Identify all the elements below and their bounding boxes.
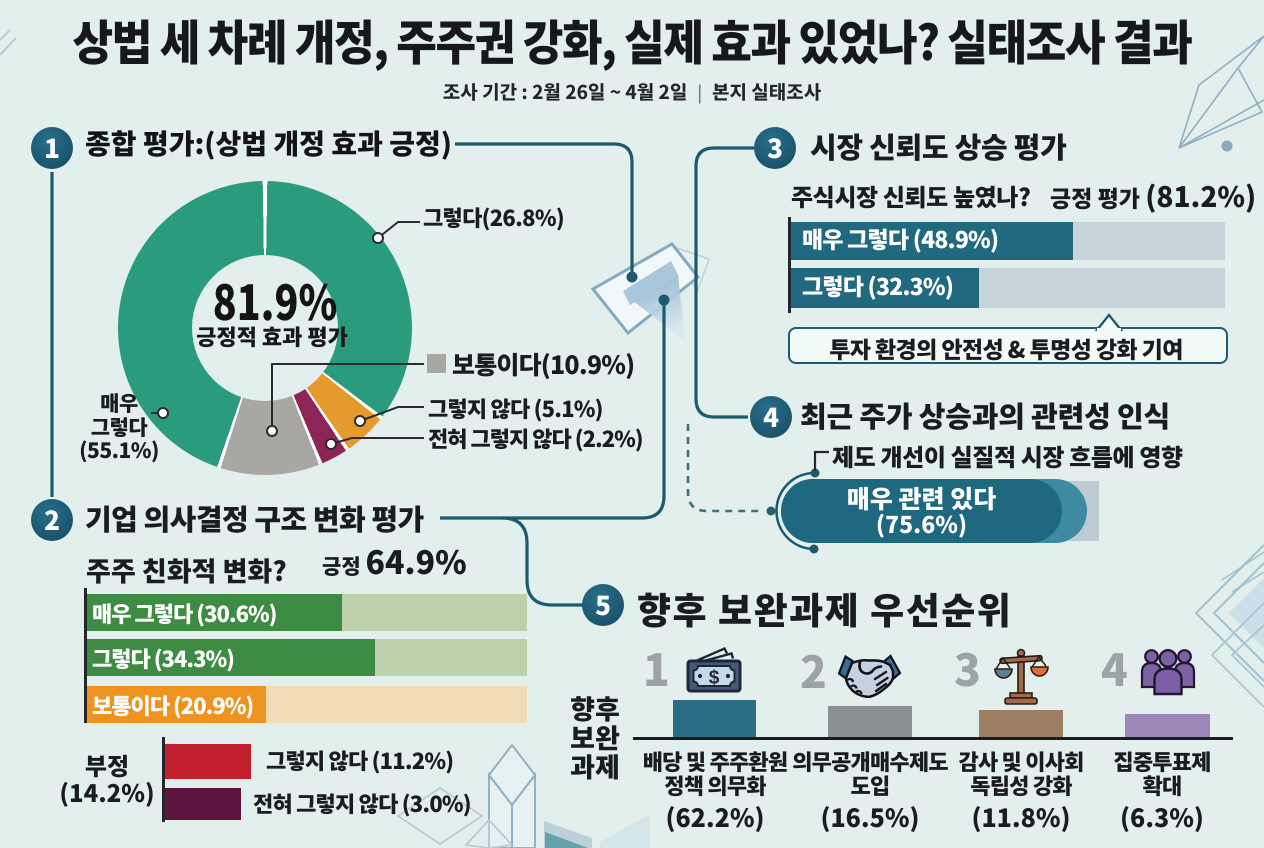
svg-text:$: $	[709, 668, 720, 689]
